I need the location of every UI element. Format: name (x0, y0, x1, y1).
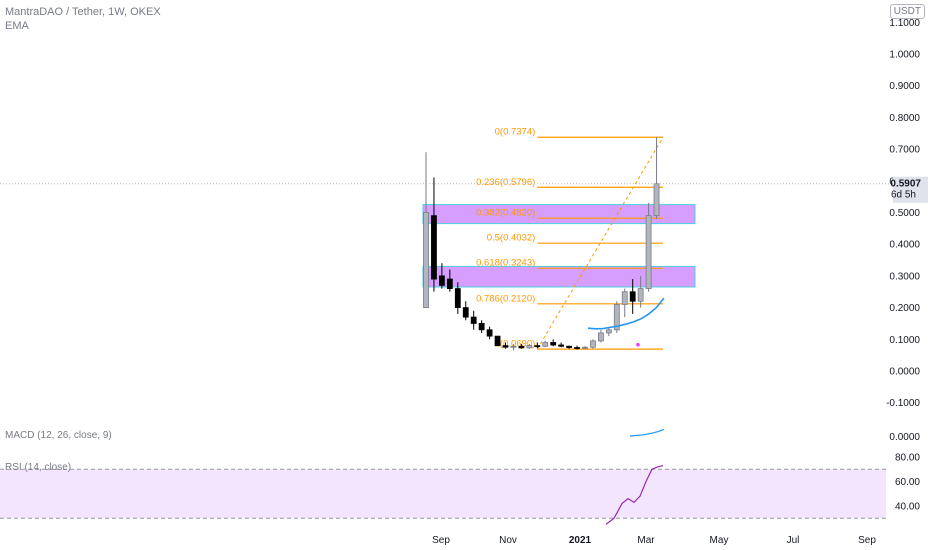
candle-body (470, 316, 477, 324)
candle-body (438, 275, 445, 286)
price-zone (422, 265, 696, 288)
last-price-box (893, 176, 928, 203)
candle-body (502, 345, 509, 348)
fibonacci-retracement[interactable]: 0(0.7374) 0.236(0.5796) 0.382(0.4820) 0.5(0… (476, 127, 664, 350)
ema-series (587, 297, 665, 330)
candle-body (494, 335, 501, 347)
time-tick-label: Sep (858, 535, 876, 546)
fib-level-label: 0.786(0.2120) (476, 293, 535, 304)
fib-level-label: 0.382(0.4820) (476, 208, 535, 219)
price-zone (422, 204, 696, 225)
candle-body (566, 345, 572, 348)
macd-pane: MACD (12, 26, close, 9) 0.0000 (5, 428, 920, 443)
candle-body (605, 329, 612, 334)
price-tick-label: 0.8000 (889, 113, 920, 124)
fib-level-label: 0(0.7374) (495, 127, 536, 138)
fib-trend-line (536, 136, 664, 350)
price-tick-label: 0.4000 (889, 240, 920, 251)
price-tick-label: 1.0000 (889, 50, 920, 61)
time-tick-label: Nov (499, 535, 517, 546)
candle-body (431, 215, 437, 280)
candle-body (645, 215, 652, 289)
price-tick-label: 0.9000 (889, 81, 920, 92)
signal-dot (636, 342, 640, 347)
rsi-band (0, 469, 886, 519)
time-tick-label: May (710, 535, 729, 546)
candle-body (542, 342, 549, 347)
rsi-tick-label: 40.00 (895, 502, 920, 513)
candle-body (590, 340, 596, 348)
candle-body (574, 347, 580, 349)
ema-line (587, 297, 665, 347)
candle-body (534, 345, 541, 348)
candle-body (621, 291, 628, 305)
candle-body (598, 332, 604, 342)
price-tick-label: 0.0000 (889, 367, 920, 378)
candle-body (423, 212, 429, 308)
time-tick-label: Jul (787, 535, 800, 546)
ema-indicator-label[interactable]: EMA (5, 20, 29, 32)
candle-body (582, 346, 588, 349)
time-tick-label: Sep (432, 535, 450, 546)
bar-countdown: 6d 5h (891, 190, 916, 201)
macd-label: MACD (12, 26, close, 9) (5, 430, 112, 441)
candle-body (629, 291, 636, 302)
time-axis[interactable]: Sep Nov 2021 Mar May Jul Sep (432, 535, 876, 546)
time-tick-label: 2021 (569, 535, 592, 546)
candle-body (454, 288, 461, 308)
fib-level-label: 1(0.0690) (495, 339, 536, 350)
last-price-value: 0.5907 (890, 179, 921, 190)
candle-body (486, 329, 493, 337)
candle-body (558, 344, 565, 347)
candle-body (550, 342, 557, 346)
price-tick-label: 0.1000 (889, 335, 920, 346)
price-tick-label: 0.7000 (889, 145, 920, 156)
candles (423, 137, 660, 351)
candle-body (526, 345, 533, 349)
rsi-tick-label: 80.00 (895, 453, 920, 464)
price-tick-label: -0.1000 (886, 398, 920, 409)
price-axis[interactable]: 1.10001.00000.90000.80000.70000.60000.50… (886, 18, 920, 409)
candle-body (462, 307, 469, 318)
macd-axis-label: 0.0000 (889, 432, 920, 443)
macd-series (629, 428, 665, 437)
symbol-title[interactable]: MantraDAO / Tether, 1W, OKEX (5, 6, 161, 18)
candle-body (510, 345, 517, 348)
rsi-tick-label: 60.00 (895, 477, 920, 488)
fib-level-label: 0.236(0.5796) (476, 177, 535, 188)
fib-level-label: 0.618(0.3243) (476, 258, 535, 269)
rsi-pane: RSI (14, close) 80.00 60.00 40.00 (0, 453, 920, 525)
fib-level-label: 0.5(0.4032) (487, 233, 536, 244)
candle-body (446, 278, 453, 289)
rsi-label: RSI (14, close) (5, 462, 71, 473)
candle-body (637, 288, 644, 302)
rsi-series (605, 464, 664, 525)
price-tick-label: 0.3000 (889, 271, 920, 282)
candle-body (478, 323, 485, 331)
candle-body (613, 304, 620, 331)
candle-body (653, 183, 660, 217)
price-tick-label: 1.1000 (889, 18, 920, 29)
currency-badge[interactable]: USDT (889, 4, 925, 19)
time-tick-label: Mar (637, 535, 655, 546)
highlight-zones (422, 204, 696, 288)
price-tick-label: 0.2000 (889, 303, 920, 314)
price-tick-label: 0.5000 (889, 208, 920, 219)
candle-body (518, 345, 525, 349)
